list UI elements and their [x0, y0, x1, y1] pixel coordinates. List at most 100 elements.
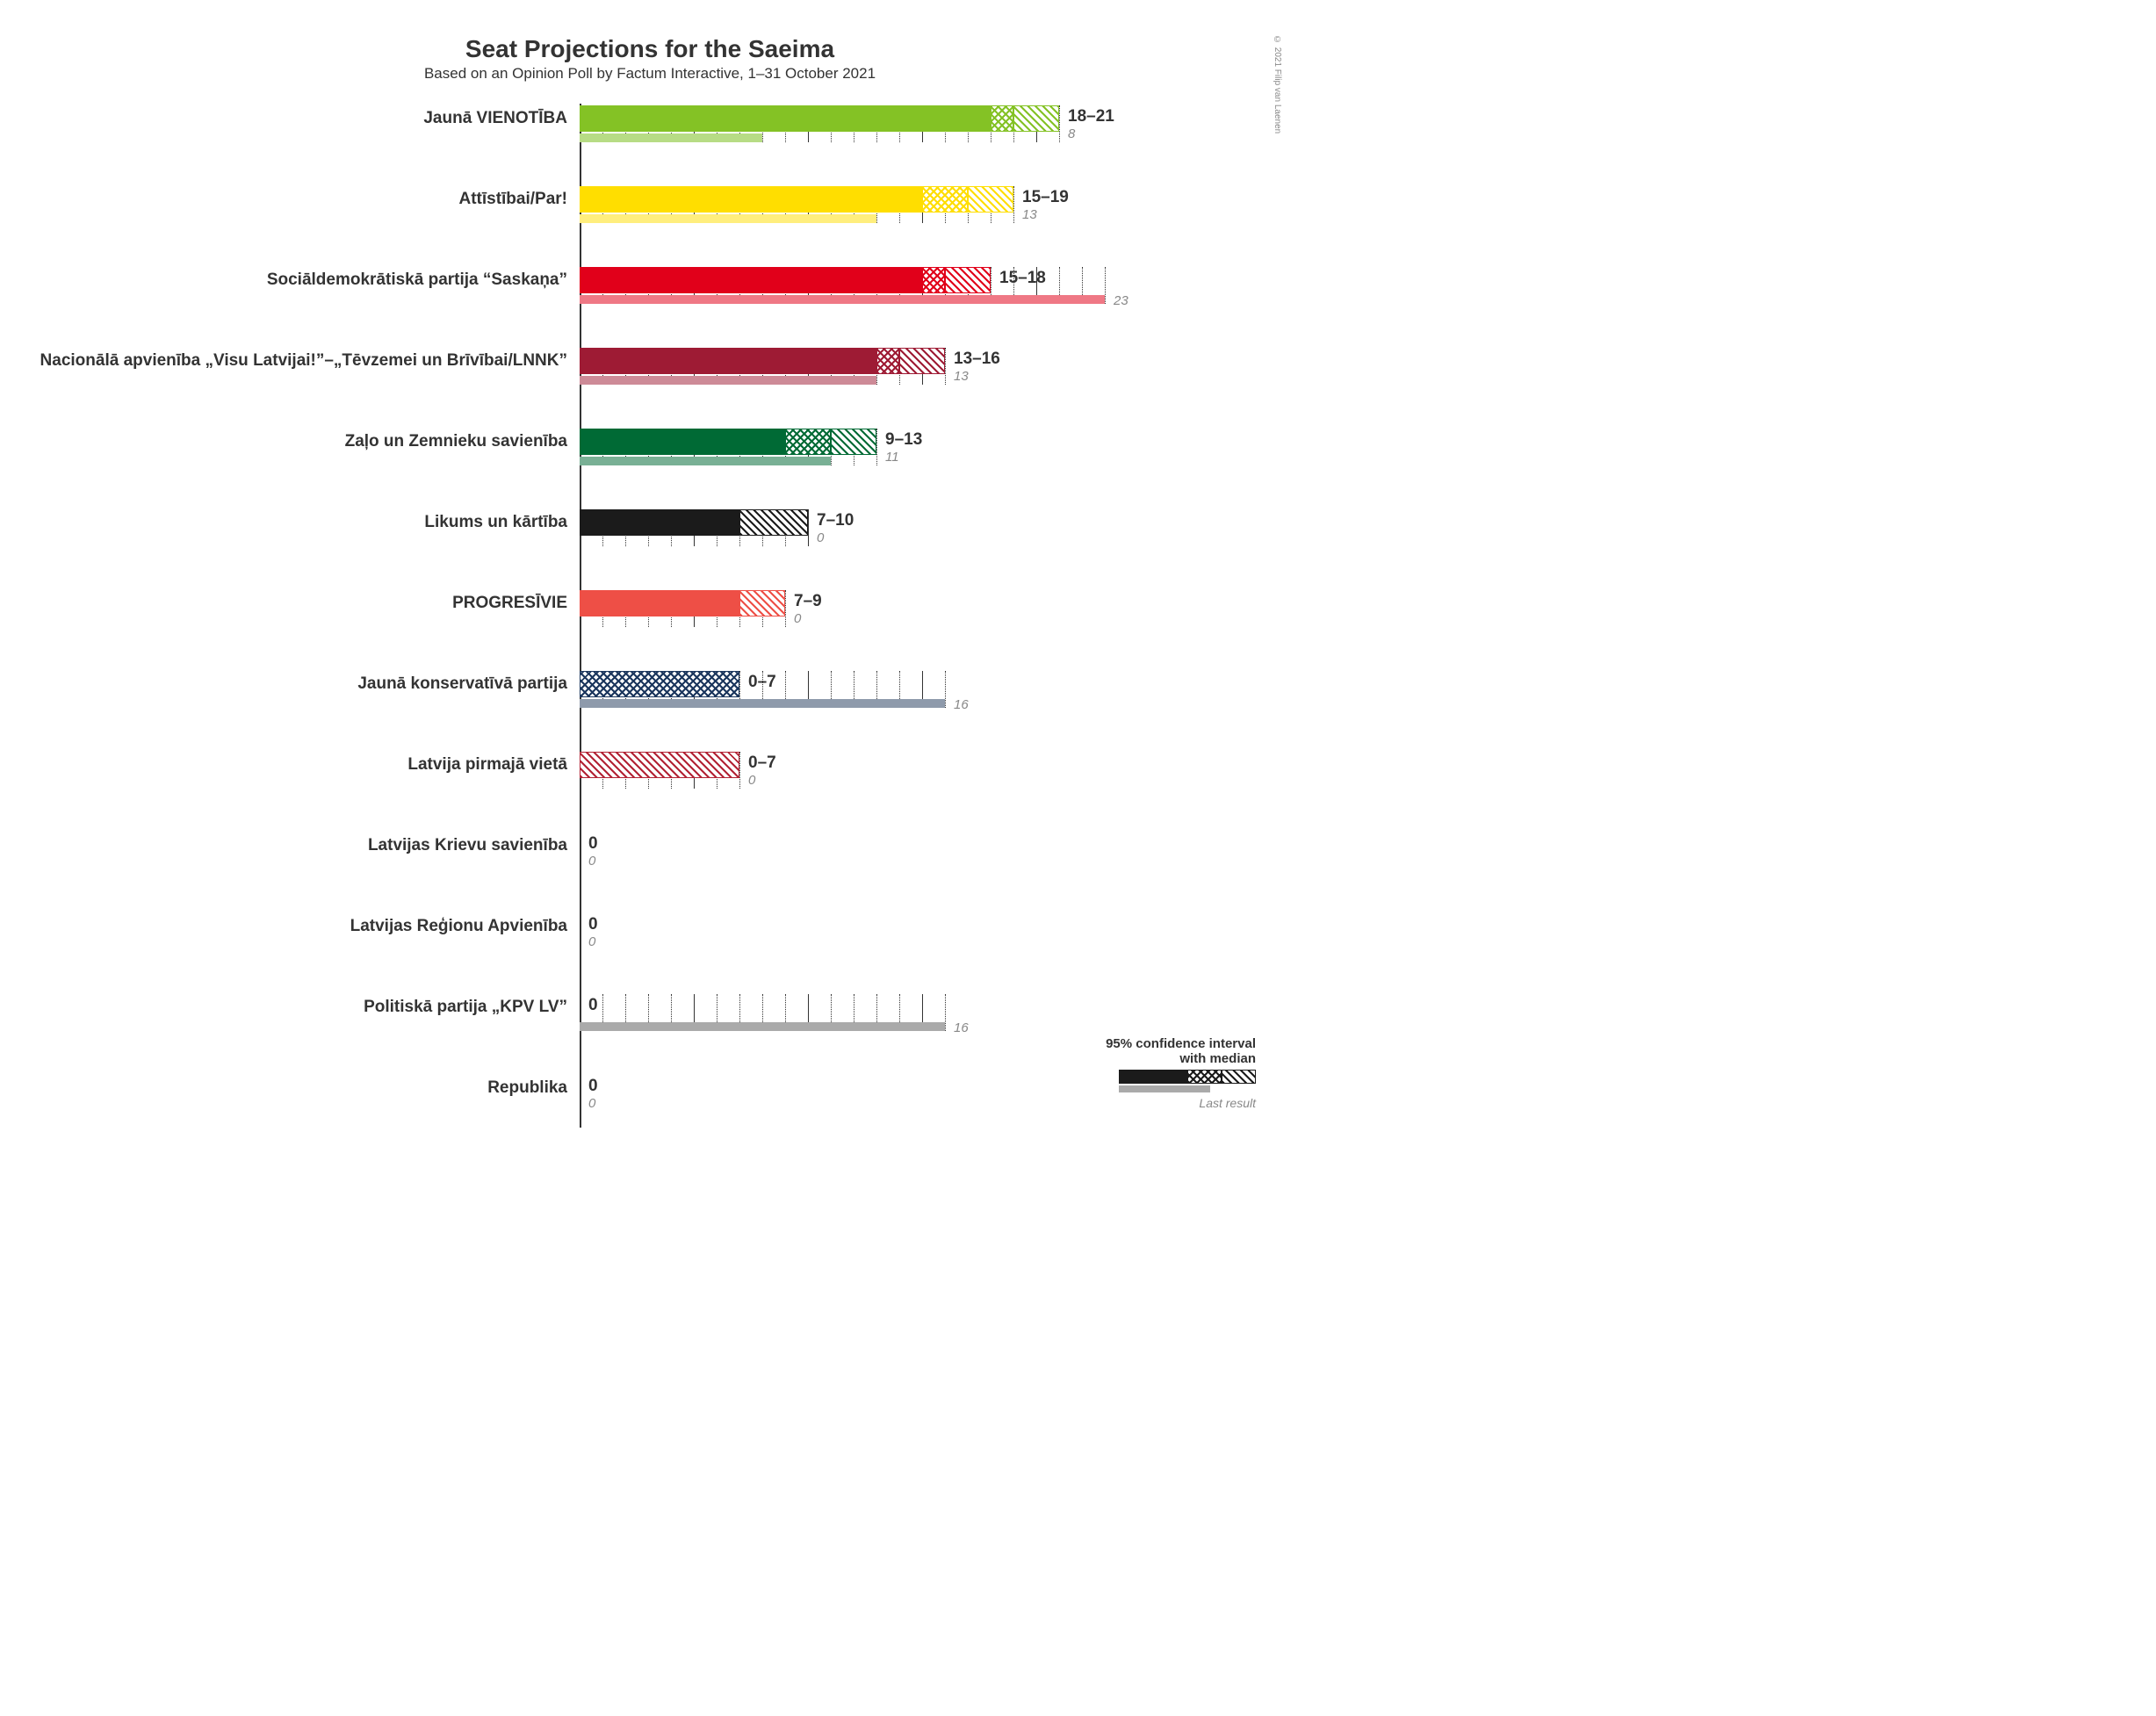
- chart-subtitle: Based on an Opinion Poll by Factum Inter…: [44, 65, 1256, 83]
- last-result-label: 0: [794, 611, 801, 626]
- bar-ci-high: [739, 509, 808, 536]
- range-label: 7–9: [794, 592, 822, 611]
- last-result-label: 0: [588, 854, 595, 869]
- bar-ci-high: [968, 186, 1013, 213]
- party-row: Zaļo un Zemnieku savienība 9–1311: [44, 429, 1256, 479]
- last-result-label: 0: [748, 773, 755, 788]
- last-result-label: 8: [1068, 126, 1075, 141]
- bar-area: 15–18 23: [580, 267, 1256, 318]
- party-row: Jaunā konservatīvā partija 0–7 16: [44, 671, 1256, 722]
- bar-last-result: [580, 699, 945, 708]
- party-name: Latvijas Krievu savienība: [368, 836, 567, 855]
- bar-ci-solid: [580, 429, 785, 455]
- bar-ci-low: [785, 429, 831, 455]
- last-result-label: 13: [954, 369, 969, 384]
- copyright: © 2021 Filip van Laenen: [1273, 35, 1282, 133]
- range-label: 9–13: [885, 430, 922, 450]
- chart-rows: Jaunā VIENOTĪBA 18–218 Attīstībai/Par! 15–1…: [44, 105, 1256, 1126]
- bar-ci-high: [831, 429, 876, 455]
- range-label: 0–7: [748, 753, 776, 773]
- range-label: 7–10: [817, 511, 854, 530]
- party-name: Likums un kārtība: [424, 513, 567, 532]
- range-label: 13–16: [954, 350, 1000, 369]
- last-result-label: 23: [1114, 293, 1128, 308]
- chart-title: Seat Projections for the Saeima: [44, 35, 1256, 63]
- bar-ci-high: [1013, 105, 1059, 132]
- legend: 95% confidence intervalwith median Last r…: [1106, 1036, 1256, 1111]
- party-row: Republika 00: [44, 1075, 1256, 1126]
- range-label: 0: [588, 834, 598, 854]
- range-label: 0: [588, 915, 598, 934]
- bar-area: 7–100: [580, 509, 1256, 560]
- party-name: Zaļo un Zemnieku savienība: [345, 432, 567, 451]
- last-result-label: 13: [1022, 207, 1037, 222]
- party-row: Latvijas Reģionu Apvienība 00: [44, 913, 1256, 964]
- bar-area: 00: [580, 833, 1256, 883]
- last-result-label: 0: [588, 1096, 595, 1111]
- party-name: Latvija pirmajā vietā: [407, 755, 567, 775]
- last-result-label: 0: [817, 530, 824, 545]
- bar-last-result: [580, 1022, 945, 1031]
- range-label: 0–7: [748, 673, 776, 692]
- legend-last-label: Last result: [1106, 1096, 1256, 1110]
- seat-projection-chart: © 2021 Filip van Laenen Seat Projections…: [44, 35, 1256, 1126]
- bar-area: 0–70: [580, 752, 1256, 803]
- range-label: 18–21: [1068, 107, 1114, 126]
- party-name: PROGRESĪVIE: [452, 594, 567, 613]
- party-row: Politiskā partija „KPV LV” 0 16: [44, 994, 1256, 1045]
- bar-ci-low: [876, 348, 899, 374]
- last-result-label: 16: [954, 697, 969, 712]
- bar-area: 15–1913: [580, 186, 1256, 237]
- party-row: Latvijas Krievu savienība 00: [44, 833, 1256, 883]
- bar-ci-high: [945, 267, 991, 293]
- bar-area: 18–218: [580, 105, 1256, 156]
- bar-ci-solid: [580, 348, 876, 374]
- bar-last-result: [580, 133, 762, 142]
- bar-last-result: [580, 214, 876, 223]
- last-result-label: 16: [954, 1020, 969, 1035]
- bar-area: 7–90: [580, 590, 1256, 641]
- range-label: 15–19: [1022, 188, 1069, 207]
- bar-last-result: [580, 376, 876, 385]
- chart-titles: Seat Projections for the Saeima Based on…: [44, 35, 1256, 83]
- party-row: Jaunā VIENOTĪBA 18–218: [44, 105, 1256, 156]
- party-name: Nacionālā apvienība „Visu Latvijai!”–„Tē…: [40, 351, 567, 371]
- last-result-label: 11: [885, 450, 899, 465]
- bar-ci-solid: [580, 509, 739, 536]
- bar-area: 9–1311: [580, 429, 1256, 479]
- bar-last-result: [580, 295, 1105, 304]
- party-name: Republika: [487, 1078, 567, 1098]
- party-row: Attīstībai/Par! 15–1913: [44, 186, 1256, 237]
- legend-swatch: [1119, 1070, 1256, 1094]
- range-label: 15–18: [999, 269, 1046, 288]
- bar-ci-solid: [580, 267, 922, 293]
- range-label: 0: [588, 1077, 598, 1096]
- bar-last-result: [580, 457, 831, 465]
- party-name: Politiskā partija „KPV LV”: [364, 998, 567, 1017]
- bar-ci-high: [899, 348, 945, 374]
- bar-area: 0–7 16: [580, 671, 1256, 722]
- party-row: Latvija pirmajā vietā 0–70: [44, 752, 1256, 803]
- last-result-label: 0: [588, 934, 595, 949]
- bar-ci-solid: [580, 105, 991, 132]
- bar-ci-high: [580, 671, 739, 697]
- bar-area: 13–1613: [580, 348, 1256, 399]
- bar-ci-solid: [580, 590, 739, 616]
- party-name: Attīstībai/Par!: [458, 190, 567, 209]
- party-row: PROGRESĪVIE 7–90: [44, 590, 1256, 641]
- party-name: Latvijas Reģionu Apvienība: [350, 917, 567, 936]
- party-row: Likums un kārtība 7–100: [44, 509, 1256, 560]
- party-row: Nacionālā apvienība „Visu Latvijai!”–„Tē…: [44, 348, 1256, 399]
- bar-ci-high: [580, 752, 739, 778]
- legend-ci-label: 95% confidence intervalwith median: [1106, 1036, 1256, 1067]
- party-name: Jaunā VIENOTĪBA: [423, 109, 567, 128]
- bar-ci-low: [922, 186, 968, 213]
- party-row: Sociāldemokrātiskā partija “Saskaņa” 15–1…: [44, 267, 1256, 318]
- bar-ci-solid: [580, 186, 922, 213]
- bar-area: 00: [580, 913, 1256, 964]
- bar-ci-high: [739, 590, 785, 616]
- range-label: 0: [588, 996, 598, 1015]
- party-name: Sociāldemokrātiskā partija “Saskaņa”: [267, 270, 567, 290]
- bar-ci-low: [922, 267, 945, 293]
- party-name: Jaunā konservatīvā partija: [357, 674, 567, 694]
